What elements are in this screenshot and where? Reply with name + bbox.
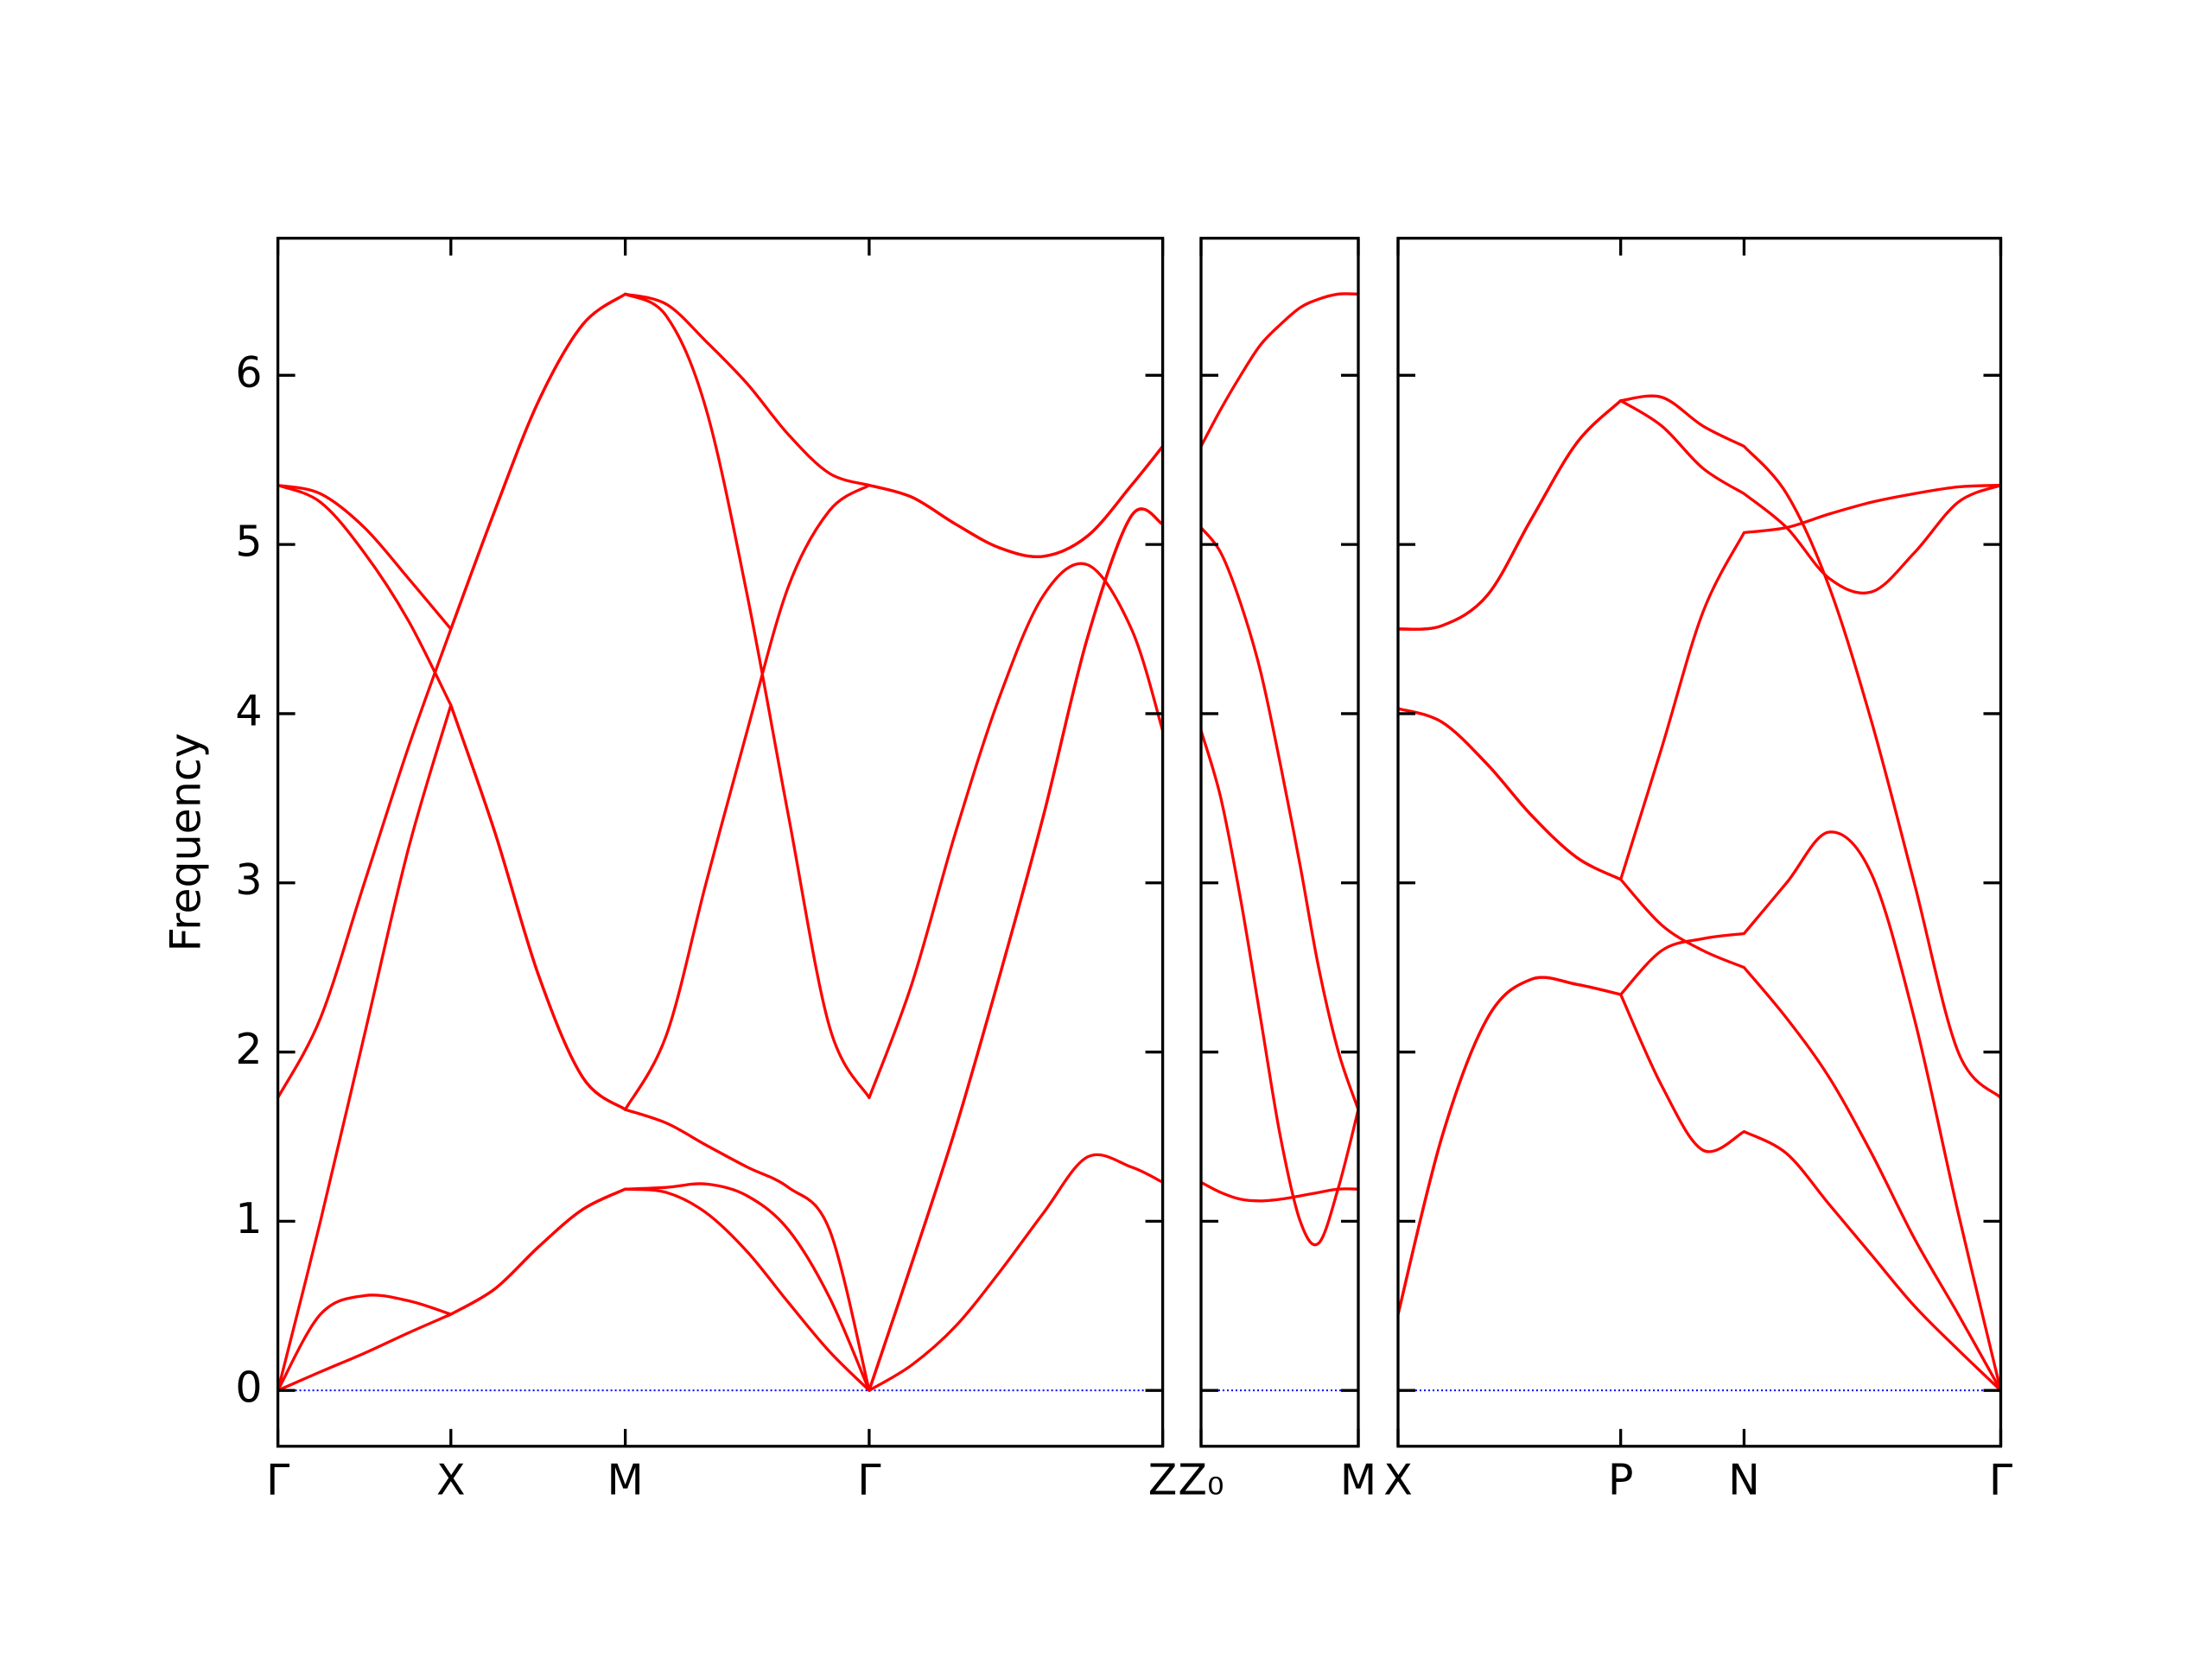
- band-line: [277, 292, 1163, 1100]
- panel: Z₀ M: [1178, 237, 1376, 1504]
- x-tick-label: Γ: [1989, 1455, 2013, 1504]
- panel: 0 1 2 3 4 5 6 Γ X M Γ Z Frequency: [162, 237, 1178, 1504]
- band-line: [1201, 526, 1358, 1110]
- band-line: [1398, 394, 2001, 1099]
- x-tick-label: X: [1383, 1455, 1413, 1504]
- band-line: [1398, 483, 2001, 881]
- band-line: [277, 484, 1163, 1392]
- y-tick-label: 6: [235, 348, 262, 397]
- y-tick-label: 0: [235, 1363, 262, 1413]
- band-line: [1201, 1180, 1358, 1203]
- x-tick-label: Γ: [266, 1455, 290, 1504]
- y-tick-label: 5: [235, 518, 262, 567]
- x-tick-label: P: [1608, 1455, 1634, 1504]
- x-tick-label: M: [607, 1455, 644, 1504]
- x-tick-label: N: [1728, 1455, 1760, 1504]
- band-line: [1201, 730, 1358, 1247]
- x-tick-label: M: [1340, 1455, 1376, 1504]
- band-line: [277, 507, 1163, 1392]
- y-tick-label: 4: [235, 686, 262, 735]
- band-line: [277, 292, 1163, 1099]
- band-line: [1398, 707, 2001, 1391]
- axes-frame: [1199, 237, 1360, 1448]
- y-tick-label: 3: [235, 855, 262, 905]
- axes-frame: [1396, 237, 2003, 1448]
- band-line: [1398, 830, 2001, 1391]
- y-axis-label: Frequency: [162, 733, 211, 951]
- band-line: [277, 1153, 1163, 1392]
- x-tick-label: Γ: [857, 1455, 881, 1504]
- band-line: [1201, 292, 1358, 448]
- band-line: [277, 445, 1163, 1391]
- x-tick-label: Z₀: [1178, 1455, 1224, 1504]
- y-tick-label: 2: [235, 1025, 262, 1074]
- x-tick-label: X: [436, 1455, 466, 1504]
- band-line: [1398, 976, 2001, 1392]
- y-tick-label: 1: [235, 1194, 262, 1243]
- axes-frame: [276, 237, 1165, 1448]
- x-tick-label: Z: [1148, 1455, 1178, 1504]
